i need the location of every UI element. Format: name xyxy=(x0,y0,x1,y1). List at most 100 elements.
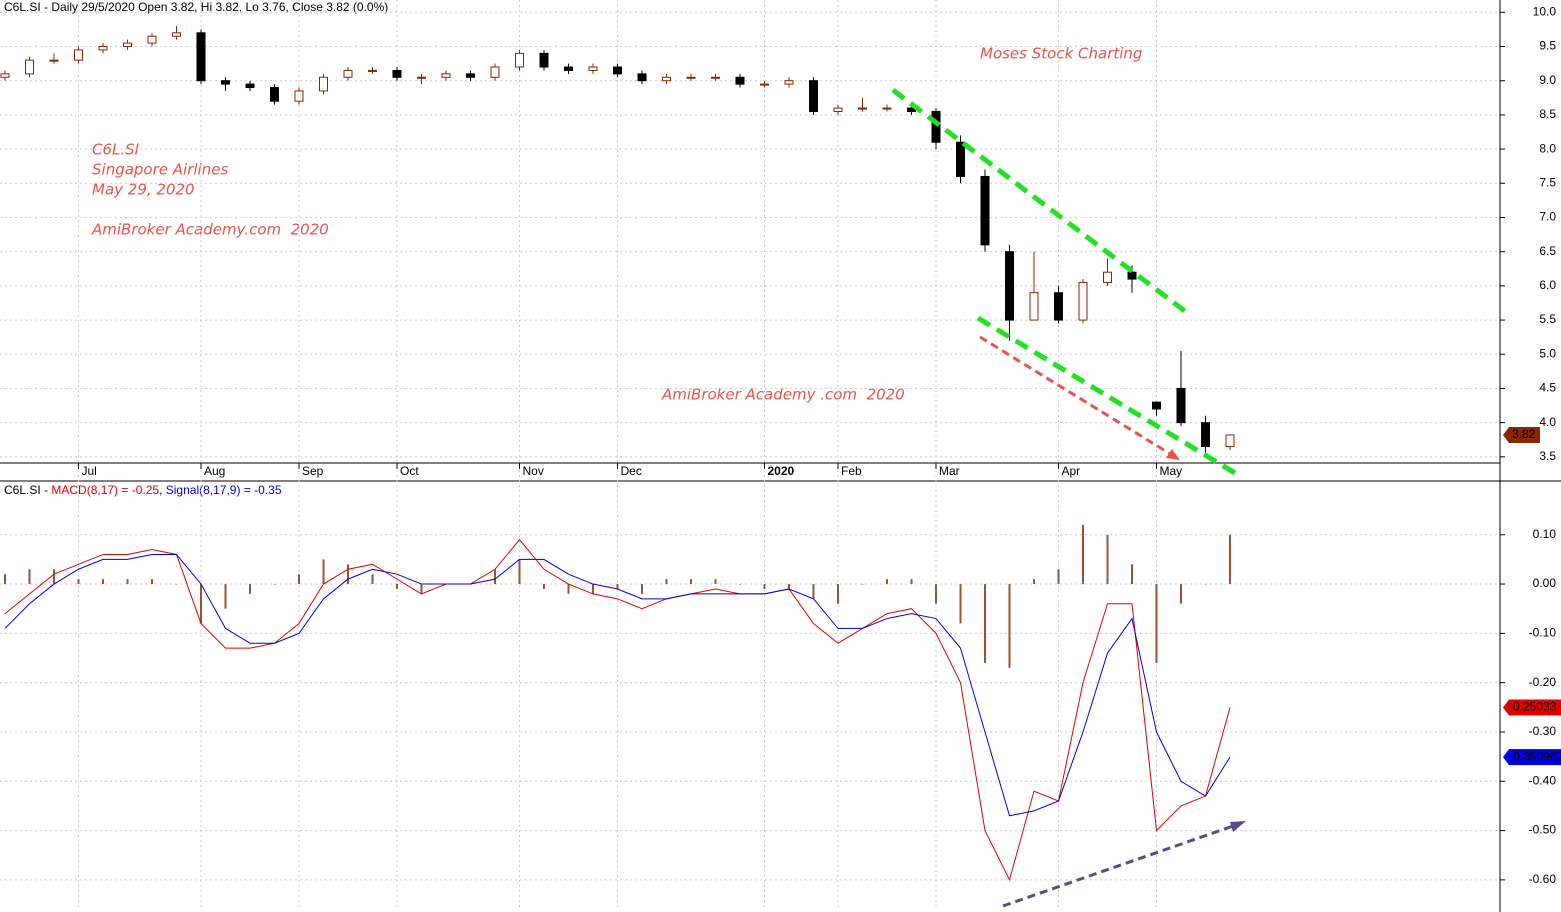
y-tick-label: 9.0 xyxy=(1539,73,1556,87)
trend-line xyxy=(891,88,1192,317)
histogram-bar xyxy=(959,584,962,624)
candle-body xyxy=(711,76,720,79)
annotation: Moses Stock Charting xyxy=(980,45,1142,63)
candle-body xyxy=(441,73,451,78)
histogram-bar xyxy=(4,574,6,585)
histogram-bar xyxy=(371,574,374,585)
y-tick-label: -0.40 xyxy=(1529,773,1557,787)
histogram-bar xyxy=(1008,584,1011,668)
histogram-bar xyxy=(322,559,325,585)
candle-body xyxy=(980,175,990,246)
candle-body xyxy=(0,73,10,78)
y-tick-label: 10.0 xyxy=(1533,4,1557,18)
histogram-bar xyxy=(714,579,717,585)
histogram-bar xyxy=(886,579,888,585)
candle-body xyxy=(564,66,573,71)
histogram-bar xyxy=(739,584,741,585)
histogram-bar xyxy=(763,584,766,589)
candle-body xyxy=(319,76,328,92)
x-tick-label: Nov xyxy=(523,464,544,478)
y-tick-label: 4.5 xyxy=(1539,381,1556,395)
histogram-bar xyxy=(494,569,496,585)
x-tick-label: Apr xyxy=(1062,464,1081,478)
annotation: AmiBroker Academy .com 2020 xyxy=(661,386,905,404)
annotation: AmiBroker Academy.com 2020 xyxy=(91,221,329,239)
candle-body xyxy=(147,35,157,44)
histogram-bar xyxy=(175,584,178,585)
candle-body xyxy=(392,69,402,78)
candle-body xyxy=(882,107,892,110)
histogram-bar xyxy=(935,584,937,604)
candle-body xyxy=(49,59,59,62)
macd-title-signal: Signal(8,17,9) = -0.35 xyxy=(166,483,282,497)
candle-body xyxy=(809,80,818,112)
candle-body xyxy=(588,66,598,71)
histogram-bar xyxy=(273,584,276,585)
arrow-head xyxy=(1166,449,1180,460)
candle-body xyxy=(221,80,230,85)
last-price-label: 3.82 xyxy=(1512,427,1536,441)
sep: , xyxy=(159,483,166,497)
x-tick-label: Aug xyxy=(204,464,225,478)
y-tick-label: -0.20 xyxy=(1529,675,1557,689)
histogram-bar xyxy=(984,584,986,663)
candle-body xyxy=(858,107,867,110)
histogram-bar xyxy=(1033,579,1035,585)
histogram-bar xyxy=(224,584,227,609)
x-tick-label: Jul xyxy=(82,464,97,478)
candle-body xyxy=(784,80,794,85)
y-tick-label: 8.5 xyxy=(1539,107,1556,121)
candle-body xyxy=(343,69,353,78)
candle-body xyxy=(245,83,255,89)
arrow-head xyxy=(1230,821,1246,832)
histogram-bar xyxy=(788,584,790,589)
candle-body xyxy=(637,73,647,82)
candle-body xyxy=(613,66,622,75)
value-tag xyxy=(1503,699,1561,716)
histogram-bar xyxy=(567,584,570,594)
y-tick-label: 4.0 xyxy=(1539,415,1556,429)
value-tag xyxy=(1503,749,1561,766)
candle-body xyxy=(833,107,843,112)
candle-body xyxy=(490,66,500,78)
x-tick-label: Dec xyxy=(621,464,642,478)
histogram-bar xyxy=(1155,584,1158,663)
histogram-bar xyxy=(249,584,251,594)
candle-body xyxy=(368,69,377,72)
candle-body xyxy=(1127,271,1137,280)
drawings xyxy=(891,88,1246,908)
x-tick-label: Oct xyxy=(400,464,419,478)
histogram-bar xyxy=(1204,584,1207,585)
x-tick-label: May xyxy=(1160,464,1183,478)
y-tick-label: -0.60 xyxy=(1529,872,1557,886)
y-tick-label: 3.5 xyxy=(1539,449,1556,463)
chart-title: C6L.SI - Daily 29/5/2020 Open 3.82, Hi 3… xyxy=(4,0,388,14)
y-tick-label: 5.0 xyxy=(1539,346,1556,360)
histogram-bar xyxy=(151,579,153,585)
histogram-bar xyxy=(690,579,692,585)
candle-body xyxy=(123,42,132,48)
y-tick-label: 8.0 xyxy=(1539,141,1556,155)
histogram-bar xyxy=(543,584,545,589)
candle-body xyxy=(735,76,745,85)
candle-body xyxy=(760,83,769,86)
candle-body xyxy=(686,76,696,79)
histogram-bar xyxy=(396,584,398,589)
annotation: Singapore Airlines xyxy=(92,161,228,179)
indicator-line xyxy=(4,538,1231,882)
x-tick-label: Feb xyxy=(841,464,862,478)
histogram-bar xyxy=(53,569,55,585)
candle-body xyxy=(74,49,83,61)
histogram-bar xyxy=(1082,524,1084,585)
candle-body xyxy=(956,141,965,177)
histogram-bar xyxy=(665,579,668,585)
macd-title: C6L.SI - MACD(8,17) = -0.25, Signal(8,17… xyxy=(4,483,282,497)
candle-body xyxy=(931,110,941,143)
y-tick-label: 0.00 xyxy=(1533,576,1557,590)
candle-body xyxy=(1225,434,1235,448)
candle-body xyxy=(98,46,108,51)
arrow-line xyxy=(979,335,1173,457)
histogram-bar xyxy=(616,584,619,589)
value-tag-label: -0.350962 xyxy=(1509,749,1561,763)
